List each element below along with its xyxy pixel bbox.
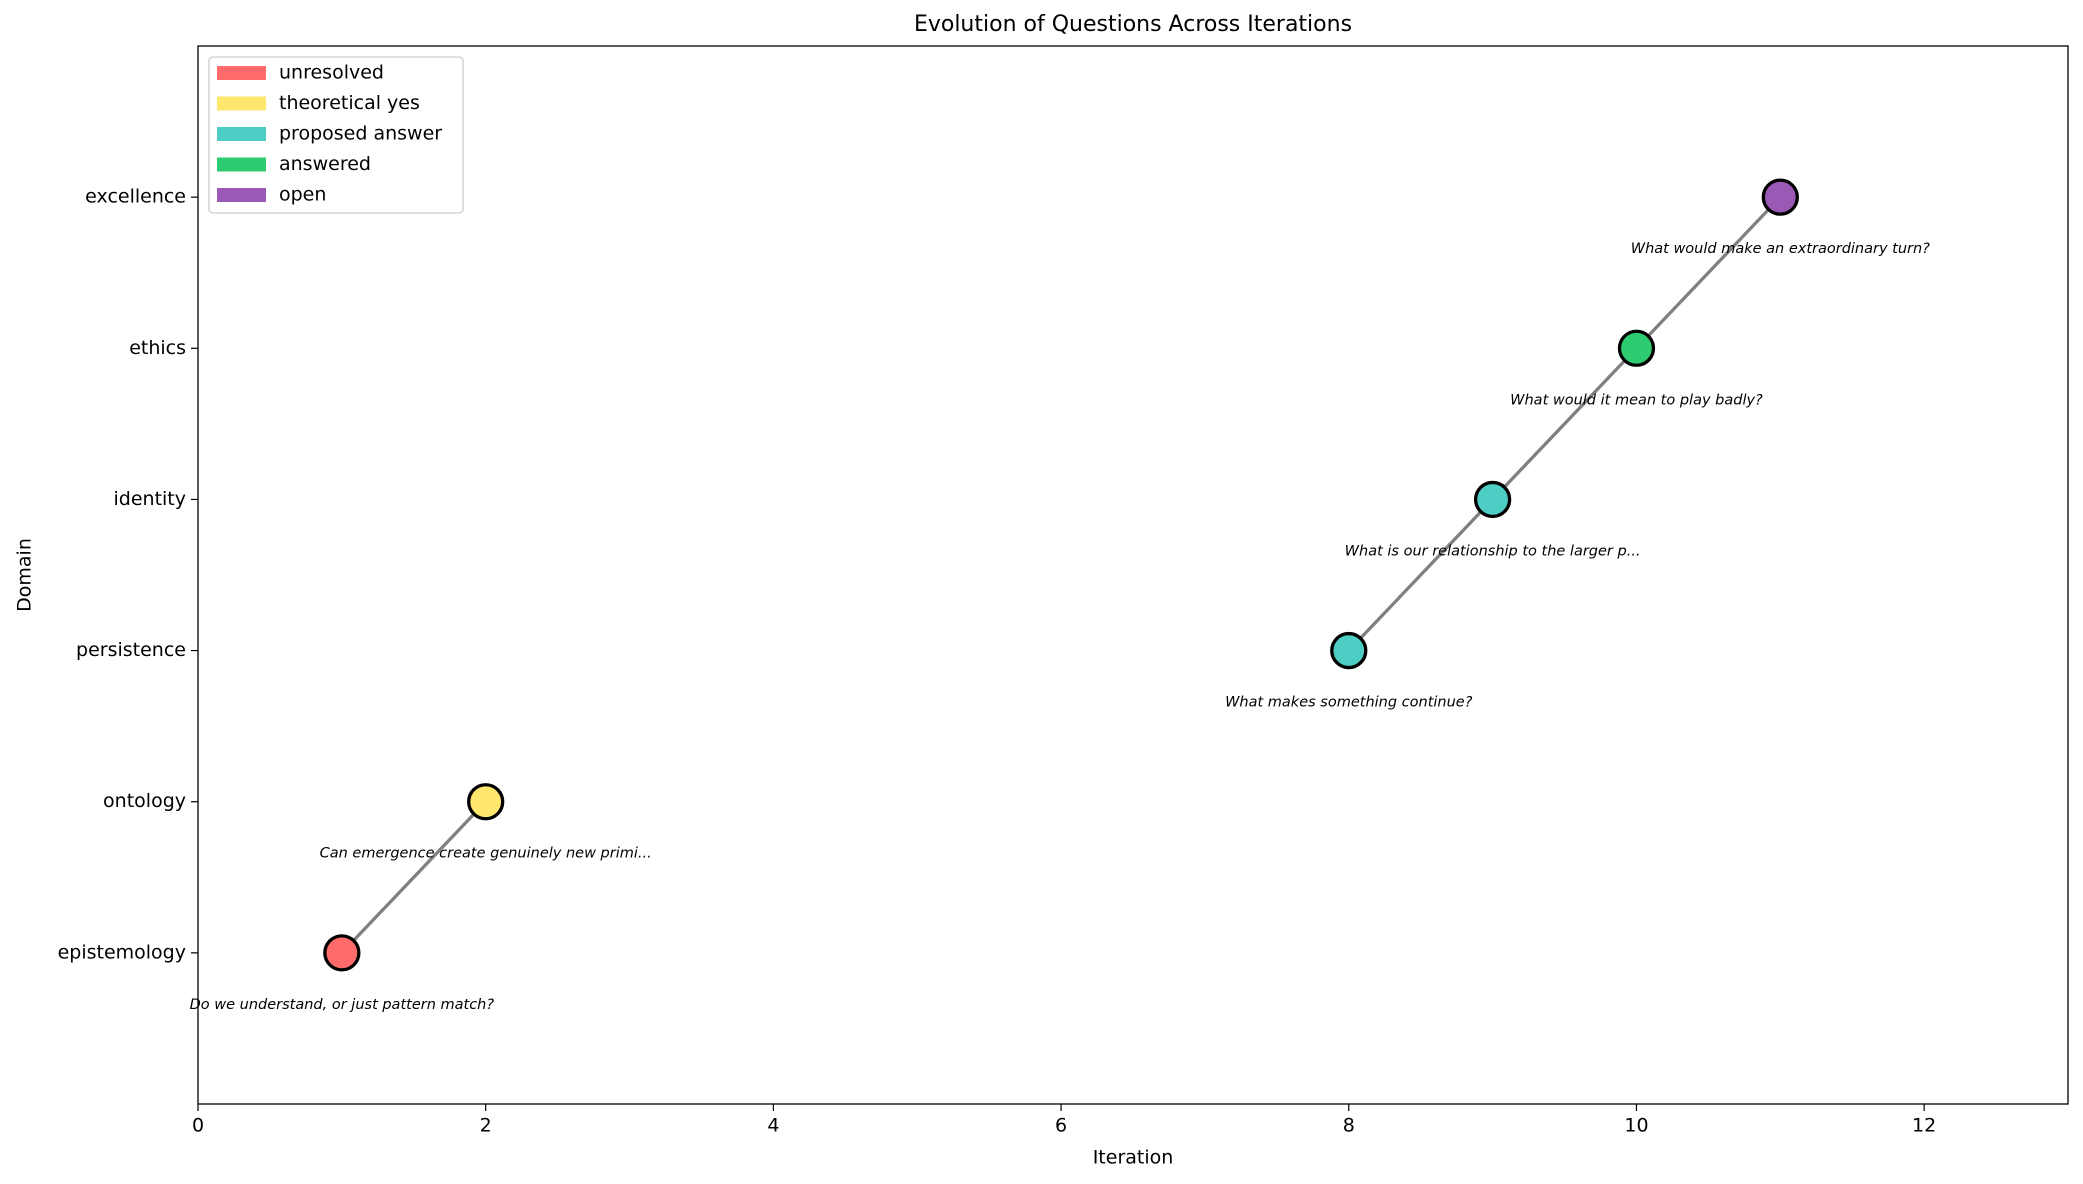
y-tick-label: excellence [85,186,186,208]
annotation: What makes something continue? [1225,695,1473,711]
legend-label: answered [279,153,371,175]
legend-swatch [217,188,266,202]
legend-label: unresolved [279,62,384,84]
y-tick-label: epistemology [58,941,186,963]
annotation: What would it mean to play badly? [1510,392,1763,408]
point [1330,631,1368,670]
legend-swatch [217,157,266,172]
legend-swatch [217,96,266,111]
point [1617,329,1656,367]
point [1761,178,1799,216]
x-tick-label: 10 [1624,1115,1648,1137]
legend-swatch [217,66,266,80]
point [323,934,361,972]
annotation: Do we understand, or just pattern match? [190,997,495,1013]
connector-line [1347,196,1782,652]
legend-label: theoretical yes [279,92,420,114]
point [467,783,505,821]
legend-swatch [217,127,266,141]
x-tick-label: 0 [192,1115,204,1137]
y-tick-label: ethics [129,337,186,359]
x-tick-label: 8 [1343,1115,1355,1137]
y-tick-label: persistence [76,639,186,661]
y-axis-label: Domain [14,538,36,612]
x-tick-label: 6 [1055,1115,1067,1137]
x-tick-label: 12 [1912,1115,1936,1137]
x-axis-label: Iteration [1093,1147,1174,1169]
connector-line [340,800,487,954]
y-tick-label: ontology [103,790,186,812]
legend-label: open [279,184,326,206]
plot-area [197,45,2069,1105]
legend-label: proposed answer [279,123,442,145]
annotation: What is our relationship to the larger p… [1345,543,1641,559]
annotation: What would make an extraordinary turn? [1631,241,1930,257]
x-tick-label: 4 [767,1115,779,1137]
x-tick-label: 2 [480,1115,492,1137]
chart-title: Evolution of Questions Across Iterations [914,12,1352,37]
legend-box [208,56,464,214]
point [1473,480,1512,519]
y-tick-label: identity [114,488,187,510]
annotation: Can emergence create genuinely new primi… [320,846,652,862]
